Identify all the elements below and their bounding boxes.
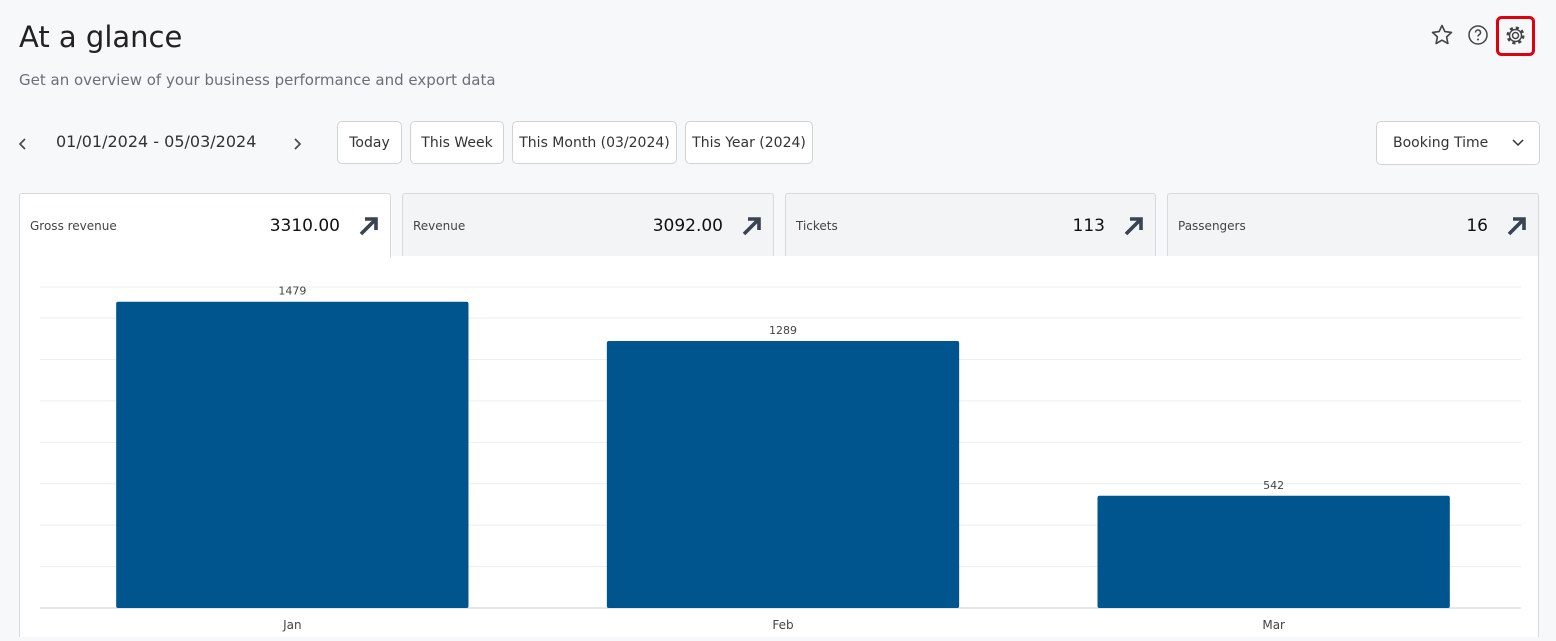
metric-tab[interactable]: Gross revenue 3310.00 <box>19 193 391 258</box>
metric-value: 16 <box>1466 215 1488 236</box>
metric-value: 113 <box>1072 215 1105 236</box>
quick-range-button[interactable]: Today <box>337 121 402 164</box>
help-icon[interactable] <box>1466 23 1490 47</box>
chart: Jan 1479 Feb 1289 Mar 542 <box>40 285 1521 632</box>
bar <box>1097 495 1450 608</box>
trend-arrow <box>742 216 761 235</box>
time-basis-dropdown[interactable]: Booking Time <box>1376 121 1540 165</box>
dropdown-value: Booking Time <box>1393 135 1489 151</box>
quick-range-button[interactable]: This Week <box>410 121 504 164</box>
metric-label: Revenue <box>413 218 466 233</box>
metric-value: 3310.00 <box>269 216 340 236</box>
metric-label: Tickets <box>796 218 838 233</box>
trend-arrow <box>359 217 378 236</box>
x-tick-label: Jan <box>282 618 302 632</box>
settings-icon[interactable] <box>1496 16 1535 56</box>
metric-label: Gross revenue <box>30 219 117 233</box>
metric-tab[interactable]: Passengers 16 <box>1167 193 1539 257</box>
trend-arrow <box>1124 216 1143 235</box>
quick-range-button[interactable]: This Month (03/2024) <box>512 121 677 164</box>
metric-tab[interactable]: Revenue 3092.00 <box>402 193 774 257</box>
value-label: 542 <box>1263 479 1284 492</box>
metric-label: Passengers <box>1178 218 1246 233</box>
next-range[interactable] <box>290 136 304 152</box>
quick-range-button[interactable]: This Year (2024) <box>685 121 813 164</box>
metric-tab[interactable]: Tickets 113 <box>785 193 1156 257</box>
prev-range[interactable] <box>16 136 30 152</box>
bar <box>116 301 469 608</box>
value-label: 1289 <box>769 324 797 337</box>
x-tick-label: Feb <box>772 618 793 632</box>
value-label: 1479 <box>278 285 306 298</box>
trend-arrow <box>1507 216 1526 235</box>
x-tick-label: Mar <box>1262 618 1285 632</box>
metric-value: 3092.00 <box>652 215 723 236</box>
page-title: At a glance <box>19 20 183 54</box>
favorite-icon[interactable] <box>1430 23 1454 47</box>
date-range[interactable]: 01/01/2024 - 05/03/2024 <box>56 132 257 151</box>
chart-panel: Jan 1479 Feb 1289 Mar 542 <box>19 256 1539 637</box>
dropdown-caret <box>1512 139 1524 147</box>
bar <box>606 341 960 608</box>
page-subtitle: Get an overview of your business perform… <box>19 71 496 89</box>
